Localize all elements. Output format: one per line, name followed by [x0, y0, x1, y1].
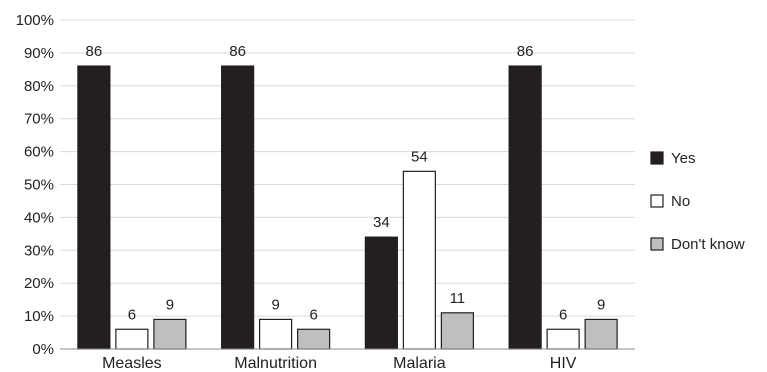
legend-swatch	[650, 194, 664, 208]
bar-no-measles	[115, 328, 149, 350]
data-label: 86	[86, 43, 103, 60]
bar-yes-malnutrition	[221, 65, 255, 350]
data-label: 6	[559, 306, 567, 323]
bar-don-t-know-measles	[153, 318, 187, 350]
data-label: 11	[450, 290, 466, 307]
y-tick-label: 20%	[24, 275, 54, 292]
data-label: 86	[229, 43, 246, 60]
y-tick-label: 30%	[24, 242, 54, 259]
bar-no-hiv	[546, 328, 580, 350]
x-category-label: Measles	[102, 355, 162, 372]
y-tick-label: 100%	[16, 12, 54, 29]
bar-no-malnutrition	[259, 318, 293, 350]
bar-yes-malaria	[364, 236, 398, 350]
y-tick-label: 0%	[32, 341, 54, 358]
bar-don-t-know-malaria	[440, 312, 474, 350]
data-label: 9	[597, 296, 605, 313]
legend-label: Don't know	[671, 236, 745, 253]
legend: Yes No Don't know	[650, 150, 745, 253]
y-tick-label: 70%	[24, 111, 54, 128]
x-category-label: Malnutrition	[234, 355, 317, 372]
data-label: 86	[517, 43, 534, 60]
legend-label: Yes	[671, 150, 695, 167]
legend-swatch	[650, 151, 664, 165]
data-label: 34	[373, 214, 390, 231]
y-tick-label: 40%	[24, 209, 54, 226]
legend-swatch	[650, 237, 664, 251]
bar-no-malaria	[402, 170, 436, 350]
data-label: 6	[128, 306, 136, 323]
data-label: 54	[411, 148, 428, 165]
y-tick-label: 60%	[24, 144, 54, 161]
bar-don-t-know-malnutrition	[297, 328, 331, 350]
y-tick-label: 10%	[24, 308, 54, 325]
bar-yes-hiv	[508, 65, 542, 350]
data-label: 9	[166, 296, 174, 313]
bar-yes-measles	[77, 65, 111, 350]
data-labels: 86 6 9 86 9 6 34 54 11 86 6 9	[86, 43, 606, 323]
data-label: 6	[309, 306, 317, 323]
y-axis-ticks: 0% 10% 20% 30% 40% 50% 60% 70% 80% 90% 100%	[16, 12, 54, 358]
y-tick-label: 90%	[24, 45, 54, 62]
x-category-label: HIV	[550, 355, 577, 372]
bars	[77, 65, 618, 350]
y-tick-label: 50%	[24, 177, 54, 194]
x-category-label: Malaria	[393, 355, 446, 372]
data-label: 9	[271, 296, 279, 313]
bar-don-t-know-hiv	[584, 318, 618, 350]
legend-label: No	[671, 193, 690, 210]
y-tick-label: 80%	[24, 78, 54, 95]
x-axis-categories: Measles Malnutrition Malaria HIV	[102, 355, 577, 372]
gridlines	[60, 19, 635, 317]
